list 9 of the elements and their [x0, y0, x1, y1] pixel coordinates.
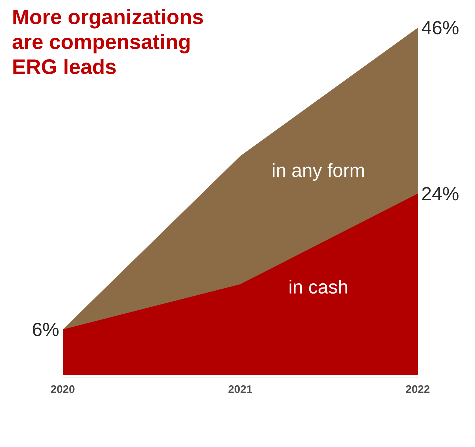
chart-title: More organizations are compensating ERG leads: [12, 9, 204, 74]
x-tick-label: 2020: [51, 386, 75, 394]
x-tick-label: 2022: [406, 386, 430, 394]
series-label: in cash: [290, 280, 348, 294]
data-label: 6%: [33, 323, 59, 336]
data-label: 46%: [422, 21, 459, 35]
series-label: in any form: [273, 163, 364, 182]
data-label: 24%: [422, 187, 459, 201]
x-tick-label: 2021: [228, 386, 252, 394]
